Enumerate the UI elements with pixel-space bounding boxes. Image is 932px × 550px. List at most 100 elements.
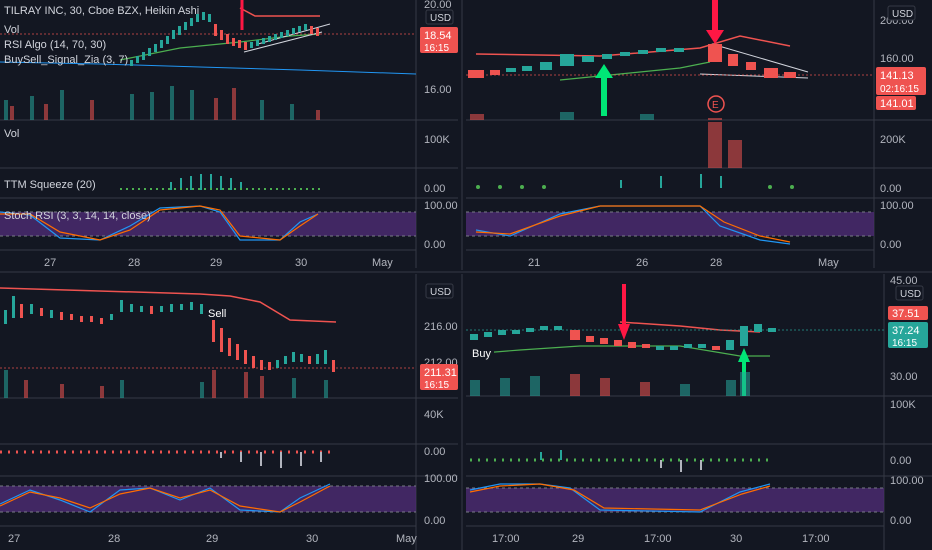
candles <box>4 296 335 372</box>
symbol-title[interactable]: TILRAY INC, 30, Cboe BZX, Heikin Ashi <box>4 5 199 17</box>
upper-price-badge <box>888 306 928 320</box>
stoch-axis-tick: 0.00 <box>890 515 911 527</box>
currency-label: USD <box>892 9 913 20</box>
buy-label-bg <box>470 346 494 360</box>
volume-bars <box>4 370 328 398</box>
volume-bars <box>4 86 320 120</box>
countdown: 02:16:15 <box>880 84 919 95</box>
currency-label: USD <box>430 287 451 298</box>
time-tick: 30 <box>730 533 742 545</box>
squeeze-histogram <box>120 174 320 190</box>
ma-line-green <box>469 345 770 357</box>
last-price: 141.13 <box>880 70 914 82</box>
time-tick: 17:00 <box>492 533 520 545</box>
signal-arrow-red-head <box>618 324 630 340</box>
stoch-d <box>0 205 319 241</box>
countdown: 16:15 <box>424 43 449 54</box>
squeeze-axis-tick: 0.00 <box>890 455 911 467</box>
last-price: 18.54 <box>424 30 452 42</box>
countdown: 16:15 <box>892 338 917 349</box>
currency-badge[interactable] <box>425 9 454 25</box>
trend-line <box>711 43 809 73</box>
volume-axis-tick: 40K <box>424 409 444 421</box>
time-tick: May <box>818 257 839 269</box>
stoch-band <box>466 488 884 512</box>
upper-price: 37.51 <box>892 308 920 320</box>
candles <box>468 44 796 78</box>
indicator-label[interactable]: BuySell_Signal_Zia (3, 7) <box>4 54 128 66</box>
time-tick: 29 <box>206 533 218 545</box>
countdown: 16:15 <box>424 380 449 391</box>
signal-arrow-green-head <box>595 64 613 78</box>
time-tick: 17:00 <box>644 533 672 545</box>
last-price: 37.24 <box>892 325 920 337</box>
time-tick: 29 <box>572 533 584 545</box>
squeeze-axis-tick: 0.00 <box>424 446 445 458</box>
channel-line <box>243 31 323 53</box>
squeeze-histogram <box>0 450 336 468</box>
time-tick: 29 <box>210 257 222 269</box>
earnings-label: E <box>712 100 719 111</box>
volume-axis-tick: 100K <box>890 399 916 411</box>
signal-line-red <box>0 287 337 323</box>
time-tick: 17:00 <box>802 533 830 545</box>
indicator-label[interactable]: Vol <box>4 24 19 36</box>
indicator-label[interactable]: RSI Algo (14, 70, 30) <box>4 39 106 51</box>
time-tick: 27 <box>8 533 20 545</box>
ma-line-green <box>559 61 711 81</box>
currency-badge[interactable] <box>887 5 916 21</box>
volume-bars <box>470 112 742 168</box>
pane-bottom-left[interactable]: Sell USD 216.00 212.00 211.31 16:15 40K … <box>0 274 458 550</box>
currency-label: USD <box>900 289 921 300</box>
last-price-badge <box>420 364 458 390</box>
last-price-badge <box>420 27 458 53</box>
last-price-badge <box>876 67 926 95</box>
stoch-axis-tick: 0.00 <box>424 515 445 527</box>
currency-badge[interactable] <box>895 285 924 301</box>
price-tick: 30.00 <box>890 371 918 383</box>
volume-label[interactable]: Vol <box>4 128 19 140</box>
price-tick: 16.00 <box>424 84 452 96</box>
volume-axis-tick: 100K <box>424 134 450 146</box>
time-tick: 27 <box>44 257 56 269</box>
time-tick: 21 <box>528 257 540 269</box>
squeeze-histogram <box>476 174 794 189</box>
time-tick: 26 <box>636 257 648 269</box>
stoch-axis-tick: 0.00 <box>880 239 901 251</box>
buy-signal-label: Buy <box>472 348 491 360</box>
squeeze-axis-tick: 0.00 <box>880 183 901 195</box>
squeeze-histogram <box>470 450 770 472</box>
candles <box>130 12 319 66</box>
time-tick: May <box>372 257 393 269</box>
time-tick: May <box>396 533 417 545</box>
stoch-axis-tick: 100.00 <box>890 475 924 487</box>
earnings-marker[interactable] <box>707 95 725 113</box>
last-price-badge <box>888 322 928 348</box>
time-tick: 30 <box>306 533 318 545</box>
time-tick: 30 <box>295 257 307 269</box>
stoch-band <box>466 212 874 236</box>
volume-bars <box>470 372 750 396</box>
stoch-d <box>0 485 331 513</box>
price-tick: 216.00 <box>424 321 458 333</box>
last-price: 211.31 <box>424 367 457 379</box>
stoch-axis-tick: 100.00 <box>880 200 914 212</box>
sell-label-bg <box>206 306 230 320</box>
stoch-band <box>0 212 416 236</box>
pane-tilray[interactable]: TILRAY INC, 30, Cboe BZX, Heikin Ashi Vo… <box>0 0 458 269</box>
signal-line-red <box>475 35 791 57</box>
squeeze-label[interactable]: TTM Squeeze (20) <box>4 179 96 191</box>
time-tick: 28 <box>710 257 722 269</box>
stoch-axis-tick: 100.00 <box>424 200 458 212</box>
candles <box>470 324 776 350</box>
stoch-d <box>475 205 791 243</box>
pane-top-right[interactable]: E 200.00 USD 160.00 141.13 02:16:15 141.… <box>461 0 932 270</box>
time-tick: 28 <box>128 257 140 269</box>
stoch-k <box>469 483 771 513</box>
stoch-label[interactable]: Stoch RSI (3, 3, 14, 14, close) <box>4 210 151 222</box>
currency-badge[interactable] <box>425 283 454 299</box>
price-tick: 45.00 <box>890 275 918 287</box>
pane-bottom-right[interactable]: Buy 45.00 USD 37.51 37.24 16:15 30.00 10… <box>461 274 932 550</box>
ma-line-blue <box>0 61 417 75</box>
